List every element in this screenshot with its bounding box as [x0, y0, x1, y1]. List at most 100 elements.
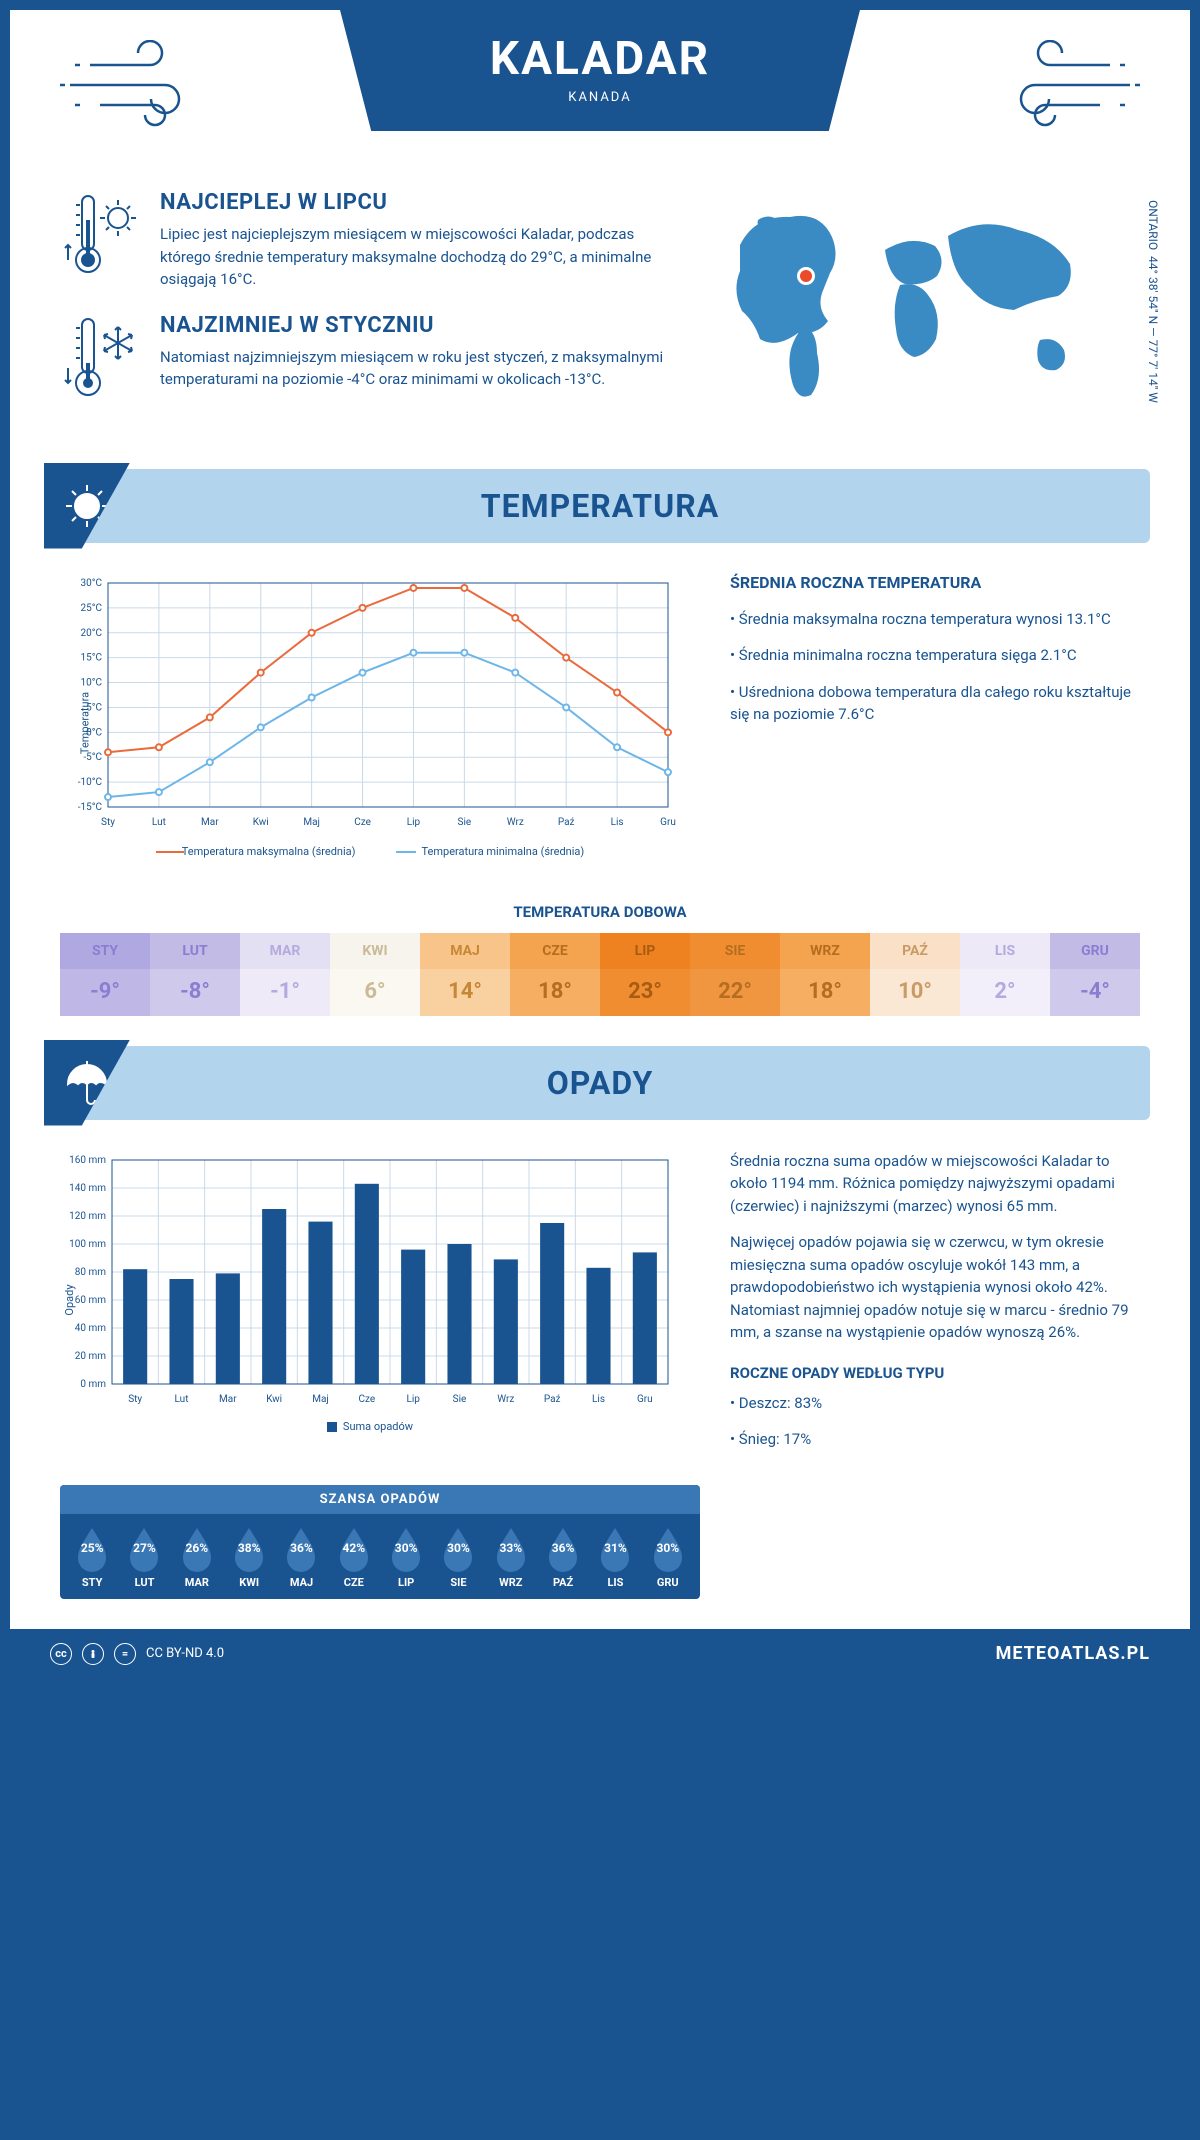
drop-icon: 25%	[72, 1524, 112, 1572]
svg-text:Sty: Sty	[128, 1394, 142, 1405]
coldest-block: NAJZIMNIEJ W STYCZNIU Natomiast najzimni…	[60, 313, 680, 407]
svg-text:Sie: Sie	[453, 1394, 467, 1405]
chance-item: 27% LUT	[118, 1524, 170, 1589]
svg-text:Maj: Maj	[312, 1394, 329, 1405]
svg-text:Kwi: Kwi	[266, 1394, 282, 1405]
drop-icon: 38%	[229, 1524, 269, 1572]
page: KALADAR KANADA	[10, 10, 1190, 1679]
daily-cell: MAR -1°	[240, 933, 330, 1016]
svg-text:Sie: Sie	[458, 817, 472, 828]
daily-temp-table: STY -9° LUT -8° MAR -1° KWI 6° MAJ 14° C…	[60, 933, 1140, 1016]
temp-side-p3: • Uśredniona dobowa temperatura dla całe…	[730, 681, 1140, 726]
svg-text:Paź: Paź	[544, 1394, 561, 1405]
drop-icon: 36%	[543, 1524, 583, 1572]
svg-text:120 mm: 120 mm	[69, 1211, 106, 1222]
precipitation-body: Opady 0 mm20 mm40 mm60 mm80 mm100 mm120 …	[10, 1120, 1190, 1475]
header: KALADAR KANADA	[10, 10, 1190, 170]
legend-min: Temperatura minimalna (średnia)	[396, 845, 585, 858]
drop-icon: 30%	[438, 1524, 478, 1572]
svg-text:Lis: Lis	[611, 817, 624, 828]
coldest-title: NAJZIMNIEJ W STYCZNIU	[160, 313, 680, 338]
wind-icon	[1000, 40, 1150, 134]
svg-text:15°C: 15°C	[81, 652, 103, 663]
chance-item: 36% PAŹ	[537, 1524, 589, 1589]
chance-item: 25% STY	[66, 1524, 118, 1589]
chance-item: 42% CZE	[328, 1524, 380, 1589]
svg-text:Lut: Lut	[152, 817, 166, 828]
svg-text:Mar: Mar	[201, 817, 219, 828]
svg-text:Maj: Maj	[303, 817, 320, 828]
legend-max: Temperatura maksymalna (średnia)	[156, 845, 356, 858]
svg-text:100 mm: 100 mm	[69, 1239, 106, 1250]
daily-cell: GRU -4°	[1050, 933, 1140, 1016]
svg-text:-10°C: -10°C	[78, 777, 103, 788]
temperature-banner: TEMPERATURA	[50, 469, 1150, 543]
page-title: KALADAR	[340, 32, 860, 86]
precipitation-chart: Opady 0 mm20 mm40 mm60 mm80 mm100 mm120 …	[60, 1150, 700, 1465]
chance-item: 30% GRU	[642, 1524, 694, 1589]
svg-text:Sty: Sty	[101, 817, 115, 828]
warmest-block: NAJCIEPLEJ W LIPCU Lipiec jest najcieple…	[60, 190, 680, 291]
coldest-text: Natomiast najzimniejszym miesiącem w rok…	[160, 346, 680, 391]
daily-cell: KWI 6°	[330, 933, 420, 1016]
daily-cell: SIE 22°	[690, 933, 780, 1016]
drop-icon: 30%	[386, 1524, 426, 1572]
temp-side-p1: • Średnia maksymalna roczna temperatura …	[730, 608, 1140, 631]
intro-section: NAJCIEPLEJ W LIPCU Lipiec jest najcieple…	[10, 170, 1190, 459]
cc-icon: cc	[50, 1643, 72, 1665]
chance-item: 33% WRZ	[485, 1524, 537, 1589]
svg-text:140 mm: 140 mm	[69, 1183, 106, 1194]
chance-item: 26% MAR	[171, 1524, 223, 1589]
temperature-chart: Temperatura -15°C-10°C-5°C0°C5°C10°C15°C…	[60, 573, 700, 873]
drop-icon: 31%	[595, 1524, 635, 1572]
drop-icon: 36%	[281, 1524, 321, 1572]
svg-text:60 mm: 60 mm	[75, 1295, 106, 1306]
daily-cell: MAJ 14°	[420, 933, 510, 1016]
svg-text:80 mm: 80 mm	[75, 1267, 106, 1278]
svg-text:Cze: Cze	[358, 1394, 375, 1405]
temperature-title: TEMPERATURA	[50, 487, 1150, 525]
svg-text:40 mm: 40 mm	[75, 1323, 106, 1334]
thermometer-hot-icon	[60, 190, 140, 291]
precip-p1: Średnia roczna suma opadów w miejscowośc…	[730, 1150, 1140, 1218]
svg-text:Lip: Lip	[406, 1394, 420, 1405]
coordinates: ONTARIO 44° 38' 54'' N — 77° 7' 14'' W	[1146, 200, 1160, 403]
temperature-body: Temperatura -15°C-10°C-5°C0°C5°C10°C15°C…	[10, 543, 1190, 883]
svg-text:Kwi: Kwi	[253, 817, 269, 828]
chance-item: 30% SIE	[432, 1524, 484, 1589]
svg-text:25°C: 25°C	[81, 602, 103, 613]
daily-cell: LIS 2°	[960, 933, 1050, 1016]
license: cc = CC BY-ND 4.0	[50, 1643, 224, 1665]
page-subtitle: KANADA	[340, 90, 860, 105]
intro-text: NAJCIEPLEJ W LIPCU Lipiec jest najcieple…	[60, 190, 680, 429]
daily-cell: WRZ 18°	[780, 933, 870, 1016]
thermometer-cold-icon	[60, 313, 140, 407]
drop-icon: 42%	[334, 1524, 374, 1572]
svg-text:Lis: Lis	[592, 1394, 605, 1405]
daily-cell: LUT -8°	[150, 933, 240, 1016]
chance-item: 36% MAJ	[275, 1524, 327, 1589]
chance-item: 38% KWI	[223, 1524, 275, 1589]
site-name: METEOATLAS.PL	[996, 1643, 1150, 1664]
chance-item: 31% LIS	[589, 1524, 641, 1589]
precip-p2: Najwięcej opadów pojawia się w czerwcu, …	[730, 1231, 1140, 1344]
svg-text:Lip: Lip	[407, 817, 421, 828]
precipitation-summary: Średnia roczna suma opadów w miejscowośc…	[730, 1150, 1140, 1465]
by-icon	[82, 1643, 104, 1665]
warmest-title: NAJCIEPLEJ W LIPCU	[160, 190, 680, 215]
drop-icon: 26%	[177, 1524, 217, 1572]
temperature-summary: ŚREDNIA ROCZNA TEMPERATURA • Średnia mak…	[730, 573, 1140, 873]
drop-icon: 27%	[124, 1524, 164, 1572]
temp-side-title: ŚREDNIA ROCZNA TEMPERATURA	[730, 573, 1140, 592]
precip-ylabel: Opady	[63, 1284, 76, 1315]
daily-cell: PAŹ 10°	[870, 933, 960, 1016]
daily-cell: LIP 23°	[600, 933, 690, 1016]
svg-text:Gru: Gru	[660, 817, 676, 828]
svg-text:30°C: 30°C	[81, 578, 103, 589]
svg-text:160 mm: 160 mm	[69, 1155, 106, 1166]
svg-text:20°C: 20°C	[81, 627, 103, 638]
precipitation-title: OPADY	[50, 1064, 1150, 1102]
svg-text:10°C: 10°C	[81, 677, 103, 688]
precip-type-title: ROCZNE OPADY WEDŁUG TYPU	[730, 1364, 1140, 1382]
license-text: CC BY-ND 4.0	[146, 1646, 224, 1661]
